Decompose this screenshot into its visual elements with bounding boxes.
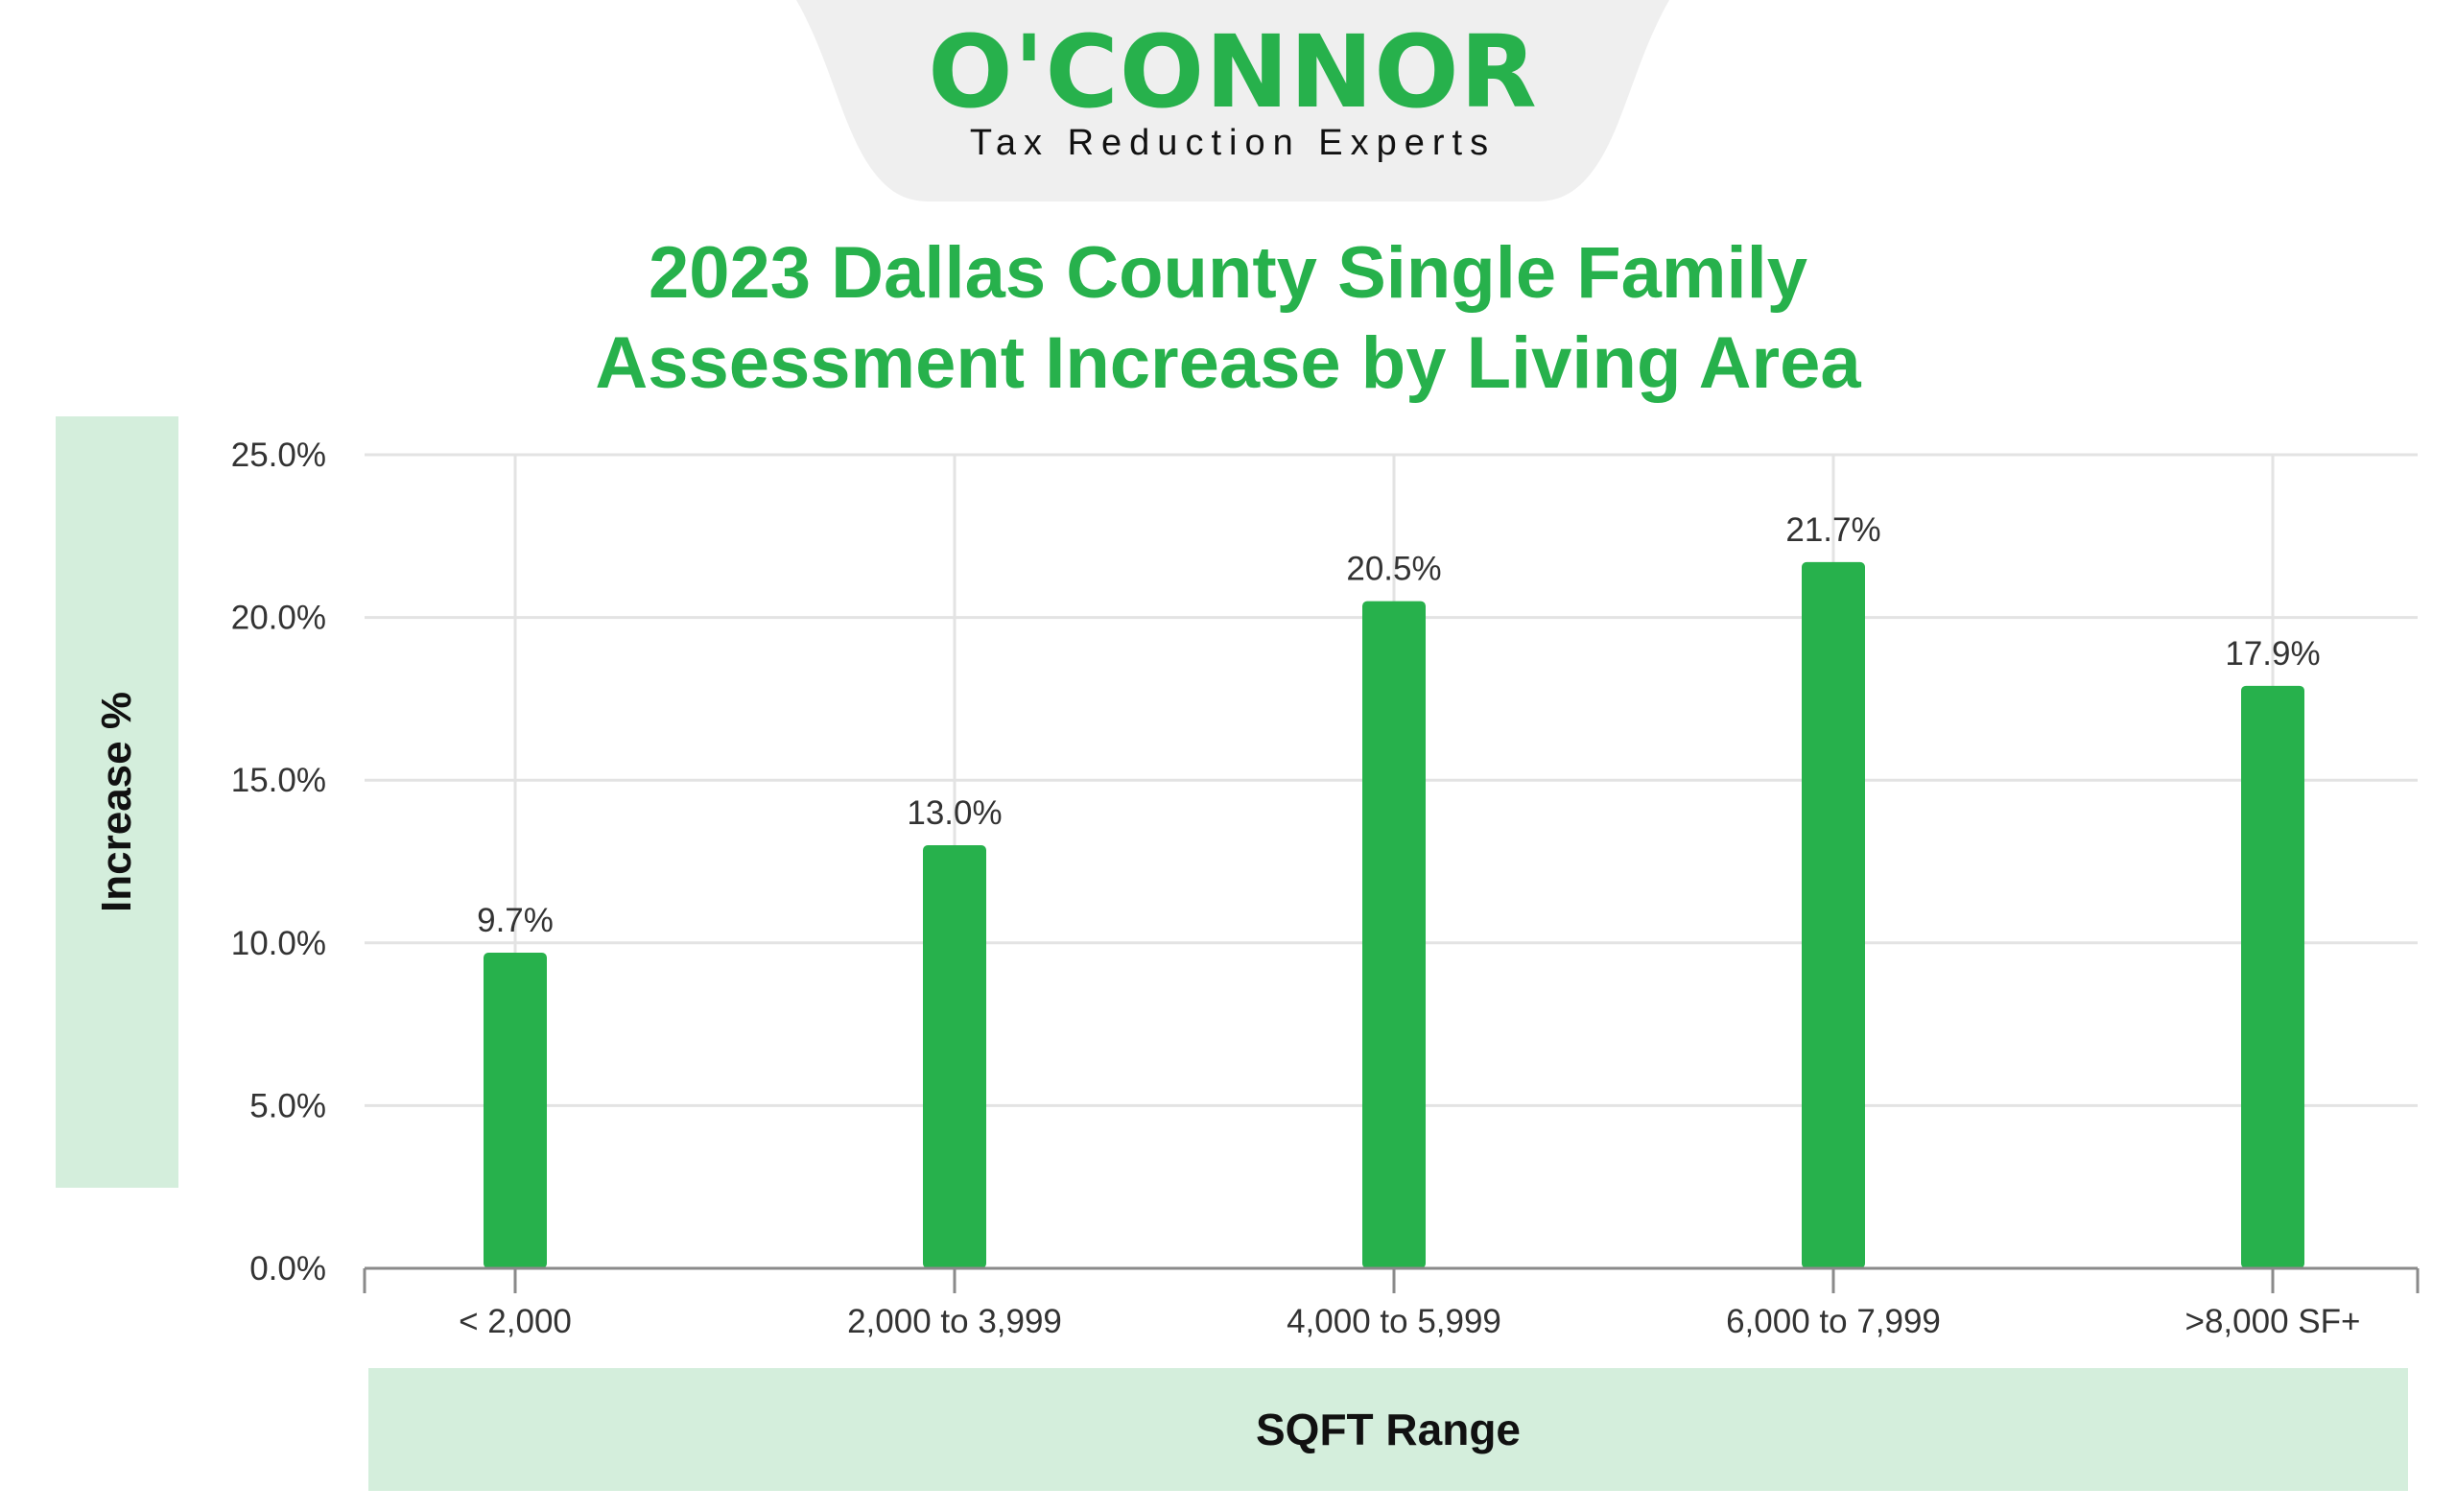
brand-tagline: Tax Reduction Experts: [969, 123, 1497, 163]
y-tick-label: 5.0%: [249, 1087, 326, 1124]
data-labels: 9.7% 13.0% 20.5% 21.7% 17.9%: [477, 511, 2321, 939]
x-axis-ticks: < 2,000 2,000 to 3,999 4,000 to 5,999 6,000…: [459, 1303, 2360, 1340]
y-axis-ticks: 0.0% 5.0% 10.0% 15.0% 20.0% 25.0%: [231, 437, 326, 1288]
chart-title: 2023 Dallas County Single Family Assessm…: [0, 228, 2456, 409]
chart-title-line-1: 2023 Dallas County Single Family: [649, 232, 1807, 314]
x-tick-label: 4,000 to 5,999: [1287, 1303, 1501, 1340]
bar: [923, 845, 986, 1268]
x-tick-label: >8,000 SF+: [2185, 1303, 2361, 1340]
x-tick-label: < 2,000: [459, 1303, 572, 1340]
data-label: 9.7%: [477, 902, 554, 939]
logo-tab-shape: [796, 0, 1669, 201]
data-label: 21.7%: [1785, 511, 1880, 549]
data-label: 20.5%: [1346, 551, 1441, 588]
x-axis: [363, 1266, 2420, 1293]
x-axis-label: SQFT Range: [1255, 1405, 1522, 1454]
y-tick-label: 20.0%: [231, 600, 326, 637]
chart-title-line-2: Assessment Increase by Living Area: [595, 322, 1861, 404]
y-tick-label: 10.0%: [231, 925, 326, 962]
brand-wordmark: O'CONNOR: [928, 13, 1538, 130]
data-label: 13.0%: [907, 794, 1002, 832]
x-axis-label-panel: [368, 1368, 2408, 1491]
brand-logo: O'CONNOR Tax Reduction Experts: [796, 0, 1669, 201]
y-tick-label: 25.0%: [231, 437, 326, 474]
y-tick-label: 15.0%: [231, 762, 326, 799]
y-tick-label: 0.0%: [249, 1250, 326, 1288]
bar: [1802, 561, 1865, 1268]
bar: [1362, 601, 1426, 1268]
data-label: 17.9%: [2225, 635, 2320, 673]
bar: [484, 952, 547, 1268]
y-axis-label-panel: [56, 416, 178, 1188]
x-tick-label: 2,000 to 3,999: [847, 1303, 1062, 1340]
x-tick-label: 6,000 to 7,999: [1726, 1303, 1941, 1340]
bars: [484, 561, 2304, 1268]
bar: [2241, 685, 2304, 1268]
